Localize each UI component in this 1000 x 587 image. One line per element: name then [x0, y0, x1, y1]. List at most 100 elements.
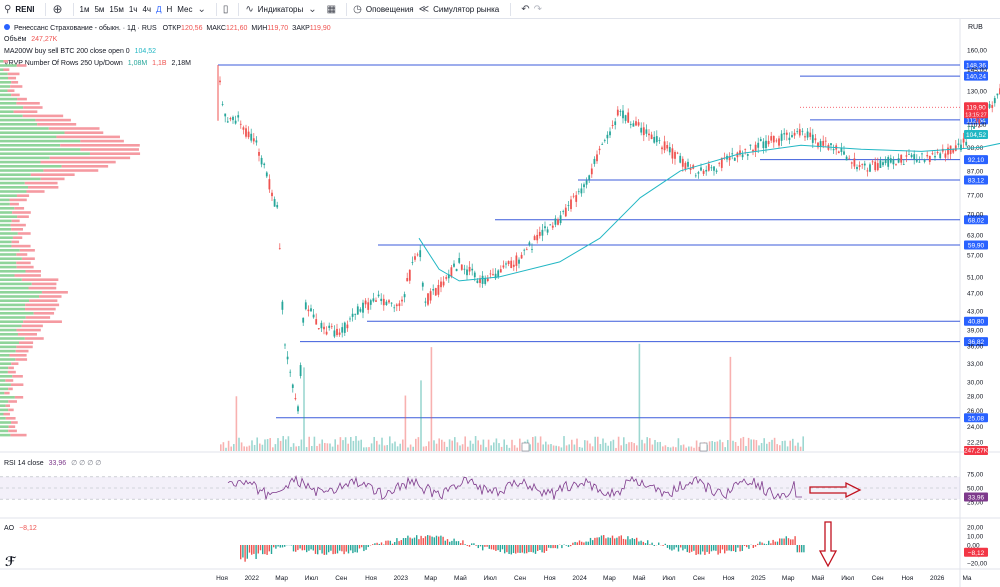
volume-bar — [433, 440, 435, 451]
timeframe-1mo[interactable]: Мес — [177, 4, 193, 14]
candle-body — [687, 161, 689, 167]
volume-bar — [233, 444, 235, 451]
volume-profile-up-bar — [0, 391, 5, 395]
ao-histogram-bar — [312, 545, 314, 551]
candle-body — [778, 138, 780, 146]
candle-body — [796, 131, 799, 133]
ao-tick-label: 20,00 — [967, 525, 984, 532]
volume-bar — [360, 439, 362, 451]
indicators-icon[interactable]: ∿ — [245, 3, 254, 15]
last-price-tag — [964, 102, 988, 119]
ao-histogram-bar — [735, 545, 737, 553]
volume-bar — [386, 445, 388, 451]
volume-profile-down-bar — [8, 387, 13, 391]
alerts-button[interactable]: Оповещения — [365, 4, 414, 14]
ao-histogram-bar — [774, 541, 776, 545]
replay-rewind-icon[interactable]: ≪ — [418, 3, 430, 15]
rsi-legend[interactable]: RSI 14 close 33,96 ∅ ∅ ∅ ∅ — [4, 459, 101, 467]
candle-body — [700, 167, 702, 171]
chevron-down-icon[interactable]: ⌄ — [197, 3, 206, 15]
timeframe-1d[interactable]: Д — [156, 4, 162, 14]
timeframe-1m[interactable]: 1м — [79, 4, 90, 14]
volume-bar — [685, 447, 687, 451]
candle-body — [650, 134, 653, 139]
volume-profile-down-bar — [64, 131, 104, 134]
ao-histogram-bar — [801, 545, 803, 553]
candle-body — [804, 136, 806, 138]
time-axis-tick-label: Ноя — [216, 575, 228, 582]
candle-body — [871, 161, 874, 163]
last-price-label: 119,90 — [966, 104, 986, 111]
candle-body — [889, 158, 892, 163]
volume-bar — [537, 442, 539, 451]
timeframe-5m[interactable]: 5м — [94, 4, 105, 14]
ao-histogram-bar — [409, 537, 411, 545]
candle-body — [484, 278, 487, 284]
compare-add-icon[interactable]: ⊕ — [52, 2, 63, 16]
volume-bar — [602, 438, 604, 451]
ao-histogram-bar — [640, 540, 642, 545]
candle-body — [320, 322, 323, 329]
ao-histogram-bar — [530, 545, 532, 552]
volume-bar — [506, 444, 508, 451]
ma-price-tag — [964, 130, 988, 140]
redo-icon[interactable]: ↷ — [533, 3, 542, 15]
timeframe-1h[interactable]: 1ч — [128, 4, 138, 14]
candle-body — [606, 134, 609, 139]
ao-histogram-bar — [389, 540, 391, 545]
time-axis-tick-label: Мар — [424, 575, 437, 582]
ohlc-high-key: МАКС — [206, 25, 226, 32]
volume-bar — [641, 439, 643, 451]
legend-ma[interactable]: MA200W buy sell BTC 200 close open 0 104… — [4, 48, 156, 55]
volume-bar — [409, 444, 412, 451]
ao-histogram-bar — [609, 537, 611, 545]
candle-body — [780, 133, 783, 141]
ao-histogram-bar — [486, 545, 488, 547]
ao-histogram-bar — [319, 545, 321, 551]
ao-histogram-bar — [759, 541, 761, 545]
legend-volume[interactable]: Объём 247,27K — [4, 36, 57, 43]
replay-button[interactable]: Симулятор рынка — [433, 4, 500, 14]
volume-bar — [443, 441, 446, 451]
ao-legend[interactable]: AO −8,12 — [4, 525, 37, 532]
price-axis-tick-label: 77,00 — [967, 193, 984, 200]
candle-body — [637, 122, 640, 126]
legend-vrvp[interactable]: VRVP Number Of Rows 250 Up/Down 1,08M 1,… — [4, 60, 191, 67]
ao-histogram-bar — [292, 545, 295, 552]
candle-body — [783, 133, 786, 135]
ao-histogram-bar — [323, 545, 325, 555]
tradingview-logo[interactable]: ℱ — [5, 555, 16, 570]
symbol-search[interactable]: RENI — [15, 4, 35, 14]
ao-histogram-bar — [460, 543, 462, 545]
candle-body — [362, 302, 364, 313]
ao-histogram-bar — [416, 535, 418, 545]
layouts-grid-icon[interactable]: ▦ — [326, 3, 337, 15]
timeframe-15m[interactable]: 15м — [109, 4, 124, 14]
volume-bar — [378, 444, 381, 451]
volume-profile-down-bar — [18, 341, 34, 344]
ao-histogram-bar — [746, 545, 748, 548]
candles-chart-type-icon[interactable]: ▯ — [222, 3, 229, 15]
candle-body — [364, 300, 367, 305]
timeframe-4h[interactable]: 4ч — [142, 4, 152, 14]
rsi-line — [227, 474, 802, 500]
alarm-clock-icon[interactable]: ◷ — [353, 3, 362, 15]
level-price-tag — [964, 155, 988, 165]
ao-histogram-bar — [242, 545, 244, 558]
candle-body — [879, 160, 882, 168]
volume-profile-down-bar — [5, 379, 14, 382]
candle-body — [806, 131, 809, 138]
search-icon[interactable]: ⚲ — [4, 3, 12, 15]
timeframe-1w[interactable]: Н — [166, 4, 173, 14]
candle-body — [752, 149, 754, 152]
undo-icon[interactable]: ↶ — [521, 3, 530, 15]
candle-body — [840, 147, 843, 152]
volume-bar — [420, 380, 422, 451]
time-axis-tick-label: Май — [812, 574, 825, 582]
volume-bar — [675, 447, 677, 451]
indicators-button[interactable]: Индикаторы — [257, 4, 304, 14]
ao-histogram-bar — [440, 535, 442, 545]
volume-profile-up-bar — [0, 118, 36, 122]
chevron-down-icon[interactable]: ⌄ — [308, 3, 317, 15]
